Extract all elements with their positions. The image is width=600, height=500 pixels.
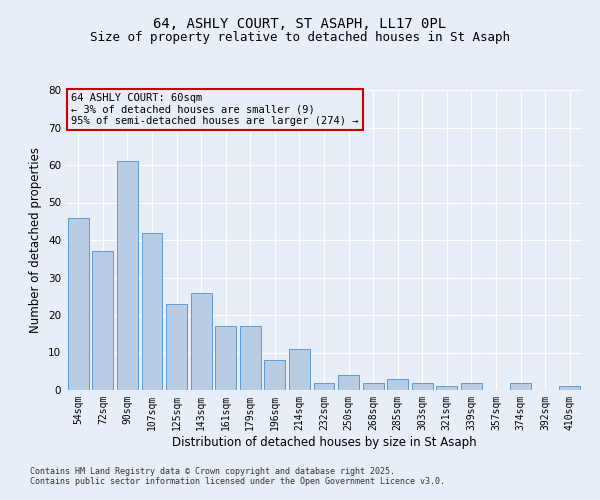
Bar (117, 161, 138, 390)
Text: 64, ASHLY COURT, ST ASAPH, LL17 0PL: 64, ASHLY COURT, ST ASAPH, LL17 0PL (154, 18, 446, 32)
Bar (314, 382, 334, 390)
Bar (289, 349, 310, 390)
Bar (387, 379, 408, 390)
Bar (338, 375, 359, 390)
Bar (142, 232, 163, 390)
X-axis label: Distribution of detached houses by size in St Asaph: Distribution of detached houses by size … (172, 436, 476, 448)
Bar (68, 218, 89, 390)
Bar (191, 292, 212, 390)
Bar (510, 382, 531, 390)
Bar (461, 382, 482, 390)
Bar (92, 251, 113, 390)
Text: Contains HM Land Registry data © Crown copyright and database right 2025.: Contains HM Land Registry data © Crown c… (30, 467, 395, 476)
Bar (240, 326, 261, 390)
Bar (436, 386, 457, 390)
Bar (412, 382, 433, 390)
Bar (265, 360, 286, 390)
Text: Size of property relative to detached houses in St Asaph: Size of property relative to detached ho… (90, 31, 510, 44)
Y-axis label: Number of detached properties: Number of detached properties (29, 147, 43, 333)
Bar (166, 304, 187, 390)
Text: 64 ASHLY COURT: 60sqm
← 3% of detached houses are smaller (9)
95% of semi-detach: 64 ASHLY COURT: 60sqm ← 3% of detached h… (71, 93, 359, 126)
Bar (559, 386, 580, 390)
Bar (362, 382, 383, 390)
Text: Contains public sector information licensed under the Open Government Licence v3: Contains public sector information licen… (30, 477, 445, 486)
Bar (215, 326, 236, 390)
